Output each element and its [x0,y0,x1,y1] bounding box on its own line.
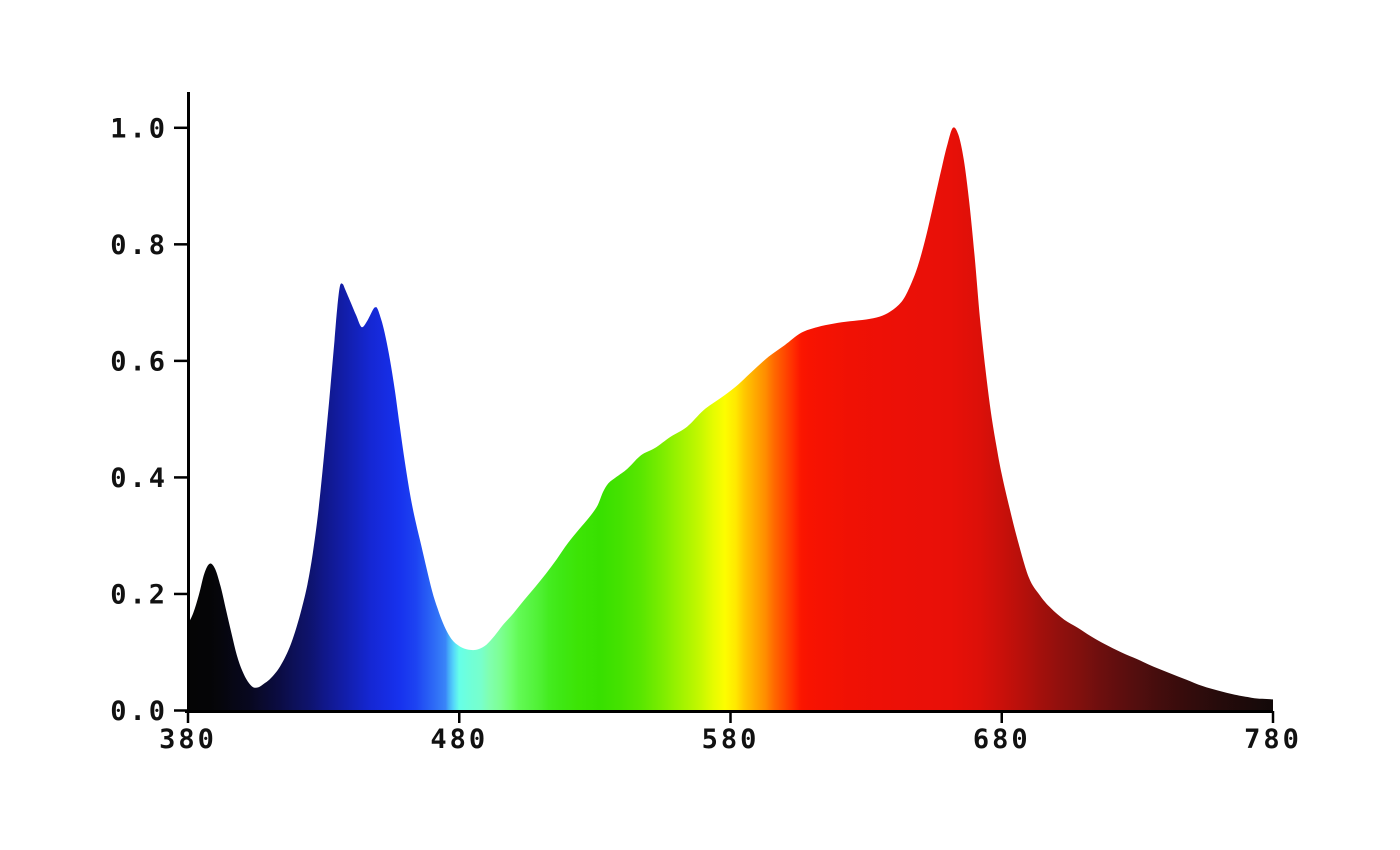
axes [185,92,1273,713]
y-tick-label: 0.4 [110,463,168,494]
y-tick-label: 0.0 [110,696,168,727]
y-tick-label: 1.0 [110,113,168,144]
y-tick-labels: 0.0 0.2 0.4 0.6 0.8 1.0 [110,113,168,727]
spectrum-area [188,127,1273,711]
y-axis-ticks [174,126,188,712]
y-tick-label: 0.8 [110,230,168,261]
x-tick-label: 380 [159,724,217,755]
x-tick-label: 780 [1244,724,1302,755]
x-tick-label: 580 [702,724,760,755]
y-tick-label: 0.2 [110,579,168,610]
y-tick-label: 0.6 [110,346,168,377]
x-tick-labels: 380 480 580 680 780 [159,724,1302,755]
x-tick-label: 680 [973,724,1031,755]
x-tick-label: 480 [430,724,488,755]
x-axis-ticks [186,711,1275,723]
